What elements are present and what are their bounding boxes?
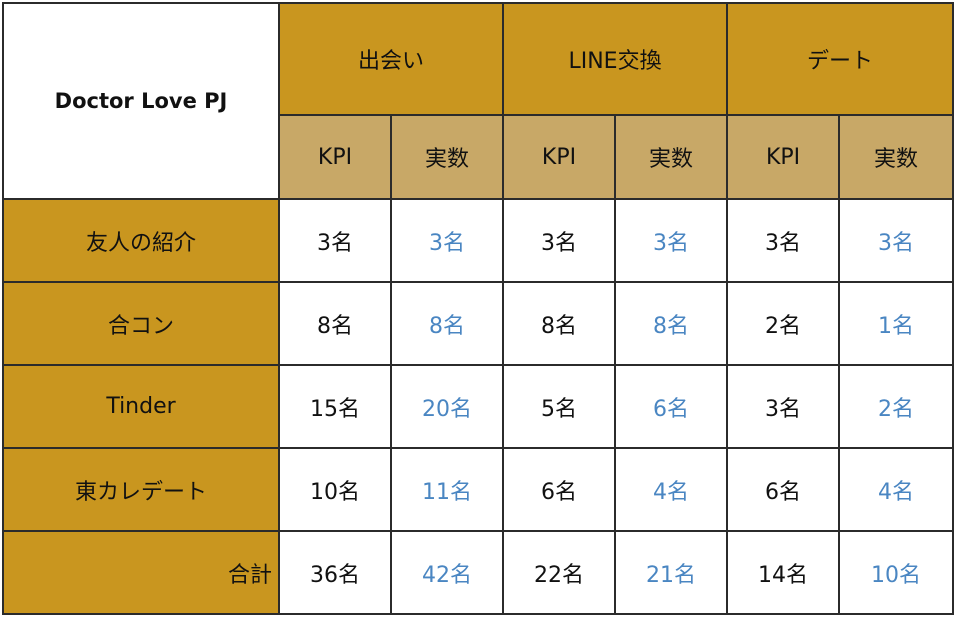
kpi-value: 15名 (278, 364, 392, 449)
kpi-value: 3名 (278, 198, 392, 283)
total-row: 合計 36名 42名 22名 21名 14名 10名 (2, 530, 954, 615)
kpi-value: 22名 (502, 530, 617, 615)
table-row: 合コン 8名 8名 8名 8名 2名 1名 (2, 281, 954, 366)
actual-value: 20名 (389, 364, 505, 449)
kpi-value: 3名 (726, 198, 841, 283)
kpi-value: 2名 (726, 281, 841, 366)
row-label-higashi-kare-date: 東カレデート (2, 447, 280, 532)
sub-header-kpi: KPI (502, 114, 617, 200)
kpi-value: 5名 (502, 364, 617, 449)
actual-value: 11名 (389, 447, 505, 532)
kpi-value: 3名 (726, 364, 841, 449)
project-title: Doctor Love PJ (2, 2, 280, 200)
sub-header-actual: 実数 (389, 114, 505, 200)
actual-value: 1名 (838, 281, 954, 366)
sub-header-kpi: KPI (726, 114, 841, 200)
row-label-friend-intro: 友人の紹介 (2, 198, 280, 283)
table-row: Tinder 15名 20名 5名 6名 3名 2名 (2, 364, 954, 449)
kpi-value: 8名 (502, 281, 617, 366)
actual-value: 21名 (614, 530, 729, 615)
actual-value: 4名 (838, 447, 954, 532)
kpi-value: 8名 (278, 281, 392, 366)
actual-value: 2名 (838, 364, 954, 449)
kpi-value: 14名 (726, 530, 841, 615)
kpi-value: 6名 (726, 447, 841, 532)
sub-header-actual: 実数 (838, 114, 954, 200)
actual-value: 3名 (614, 198, 729, 283)
actual-value: 10名 (838, 530, 954, 615)
actual-value: 3名 (389, 198, 505, 283)
group-header-row: Doctor Love PJ 出会い LINE交換 デート (2, 2, 954, 200)
group-header-line-exchange: LINE交換 (502, 2, 729, 116)
table-row: 東カレデート 10名 11名 6名 4名 6名 4名 (2, 447, 954, 532)
sub-header-row: KPI 実数 KPI 実数 KPI 実数 (3, 114, 954, 200)
actual-value: 8名 (614, 281, 729, 366)
actual-value: 6名 (614, 364, 729, 449)
group-header-date: デート (726, 2, 954, 116)
kpi-value: 10名 (278, 447, 392, 532)
actual-value: 42名 (389, 530, 505, 615)
kpi-value: 3名 (502, 198, 617, 283)
actual-value: 4名 (614, 447, 729, 532)
kpi-value: 36名 (278, 530, 392, 615)
actual-value: 3名 (838, 198, 954, 283)
table-row: 友人の紹介 3名 3名 3名 3名 3名 3名 (2, 198, 954, 283)
sub-header-actual: 実数 (614, 114, 729, 200)
group-header-meet: 出会い (277, 2, 505, 116)
sub-header-kpi: KPI (278, 114, 392, 200)
actual-value: 8名 (389, 281, 505, 366)
row-label-total: 合計 (2, 530, 280, 615)
row-label-group-date: 合コン (2, 281, 280, 366)
row-label-tinder: Tinder (2, 364, 280, 449)
kpi-value: 6名 (502, 447, 617, 532)
